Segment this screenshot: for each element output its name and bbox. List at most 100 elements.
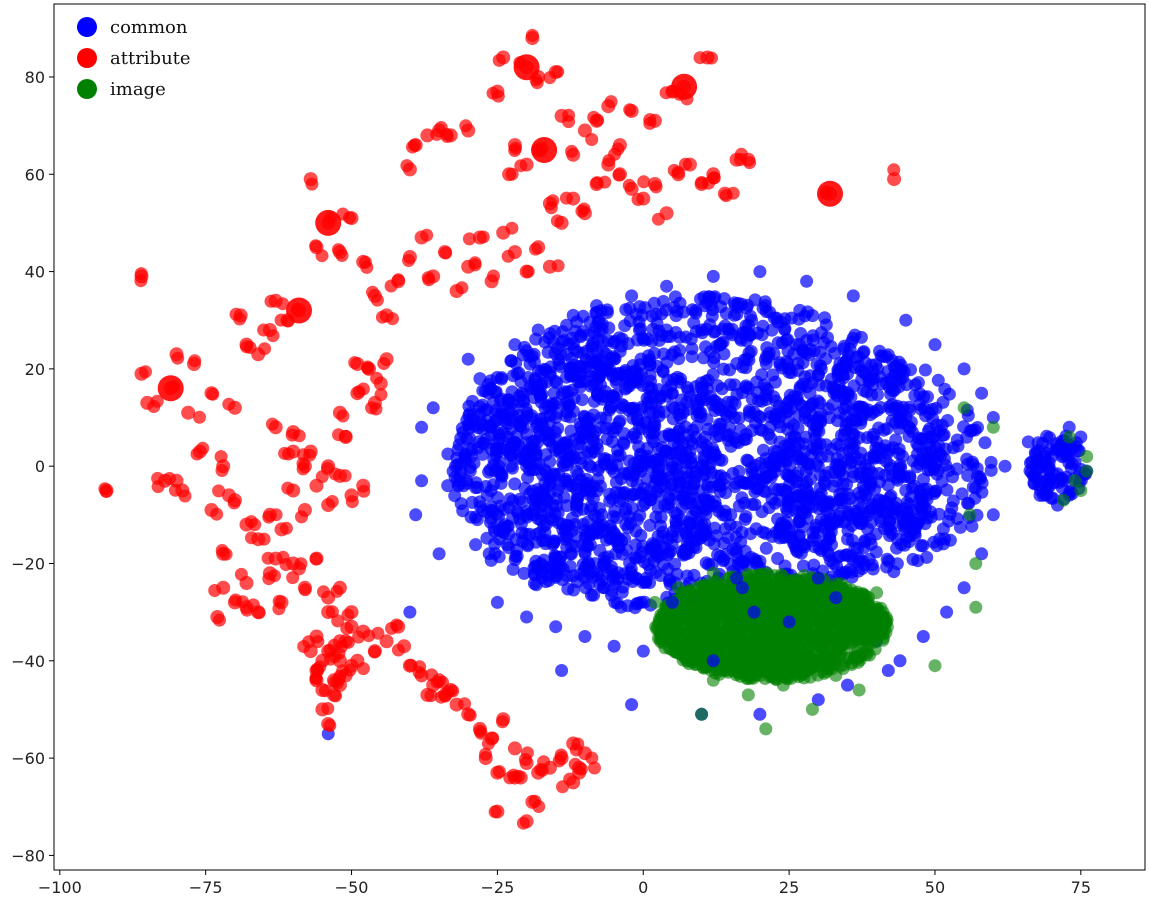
common-point <box>549 620 563 634</box>
image-point <box>706 673 720 687</box>
common-point <box>473 372 487 386</box>
common-point-cloud <box>915 432 929 446</box>
common-point <box>916 630 930 643</box>
image-point-cloud <box>806 609 820 623</box>
common-point-cloud <box>636 331 650 345</box>
common-point <box>986 508 1000 522</box>
common-point-cloud <box>720 409 734 423</box>
attribute-point-jitter <box>240 603 254 617</box>
attribute-point-jitter <box>323 719 337 732</box>
common-point-cloud <box>826 557 840 571</box>
common-point-cloud <box>579 360 593 374</box>
attribute-point-jitter <box>734 147 748 161</box>
legend-marker-image <box>77 79 97 99</box>
attribute-point-large <box>817 180 843 207</box>
common-point-cloud <box>909 517 923 531</box>
common-point-cloud <box>667 372 681 386</box>
common-point <box>607 352 621 366</box>
common-point <box>811 693 825 707</box>
common-point <box>782 362 796 376</box>
image-point <box>788 576 802 590</box>
common-point-cloud <box>561 385 575 399</box>
attribute-point-jitter <box>272 602 286 616</box>
common-point-cloud <box>717 347 731 361</box>
common-point-cloud <box>685 350 699 364</box>
attribute-point-jitter <box>505 167 519 181</box>
image-point-cloud <box>764 669 778 683</box>
attribute-point-jitter <box>190 447 204 461</box>
common-point-cloud <box>516 421 530 435</box>
image-point <box>660 620 674 634</box>
common-point-cloud <box>794 327 808 340</box>
common-point-cloud <box>484 442 498 456</box>
common-point-cloud <box>639 571 653 585</box>
common-point-cloud <box>546 538 560 551</box>
common-point-cloud <box>594 411 608 425</box>
common-point-cloud <box>799 346 813 360</box>
common-point <box>409 508 423 522</box>
attribute-point-jitter <box>631 193 645 206</box>
common-point-cloud <box>762 427 775 441</box>
common-point-cloud <box>859 405 873 419</box>
common-point-cloud <box>874 401 888 414</box>
attribute-point-jitter <box>375 310 389 324</box>
common-point-cloud <box>765 323 779 337</box>
common-point-cloud <box>673 296 687 310</box>
common-point-cloud <box>515 495 529 509</box>
common-point-cloud <box>756 443 770 457</box>
common-point-cloud <box>973 470 987 484</box>
common-point-cloud <box>590 484 604 498</box>
x-axis: −100 −75 −50 −25 0 25 50 75 <box>38 870 1091 897</box>
y-tick-label: −40 <box>11 652 45 671</box>
attribute-point-jitter <box>371 626 385 640</box>
image-point <box>986 420 1000 434</box>
attribute-point-jitter <box>637 175 651 189</box>
common-point-cloud <box>631 375 645 389</box>
attribute-point-jitter <box>486 731 500 745</box>
attribute-point-jitter <box>468 258 482 272</box>
common-point-cloud <box>779 484 792 497</box>
attribute-point-jitter <box>269 508 283 522</box>
attribute-point-jitter <box>343 211 356 225</box>
attribute-point-jitter <box>588 761 601 775</box>
common-point-cloud <box>565 479 579 493</box>
common-point-cloud <box>624 562 638 576</box>
common-point-cloud <box>690 420 704 434</box>
common-point-cloud <box>745 424 759 437</box>
common-point-cloud <box>649 307 663 321</box>
common-point-cloud <box>699 340 712 354</box>
attribute-point-jitter <box>514 159 528 173</box>
y-tick-label: 80 <box>25 68 45 87</box>
common-point-cloud <box>681 481 695 495</box>
image-point-cloud <box>722 596 736 610</box>
common-point-cloud <box>461 417 475 431</box>
attribute-point-jitter <box>518 753 532 766</box>
common-point-cloud <box>605 588 618 602</box>
attribute-point-jitter <box>150 394 164 408</box>
common-point <box>625 289 639 303</box>
y-tick-label: −60 <box>11 749 45 768</box>
common-point-cloud <box>883 381 897 394</box>
common-point-cloud <box>801 485 815 499</box>
common-point-cloud <box>609 375 623 389</box>
image-point-cloud <box>739 655 753 669</box>
attribute-point-jitter <box>193 410 206 424</box>
common-point-cloud <box>774 405 788 419</box>
common-point-cloud <box>855 517 869 531</box>
attribute-point-jitter <box>726 186 740 200</box>
common-point-cloud <box>469 510 482 524</box>
common-point-cloud <box>448 489 462 503</box>
y-tick-label: 0 <box>35 457 45 476</box>
common-point-cloud <box>634 595 648 609</box>
common-point-cloud <box>809 442 823 456</box>
common-point-cloud <box>487 395 500 409</box>
common-point-cloud <box>771 552 785 565</box>
legend-marker-attribute <box>77 48 97 68</box>
attribute-point-jitter <box>212 484 226 498</box>
attribute-point-jitter <box>317 585 330 599</box>
common-point-cloud <box>608 577 622 591</box>
common-point-cloud <box>906 454 920 468</box>
common-point-cloud <box>935 418 949 432</box>
common-point-cloud <box>456 504 470 518</box>
